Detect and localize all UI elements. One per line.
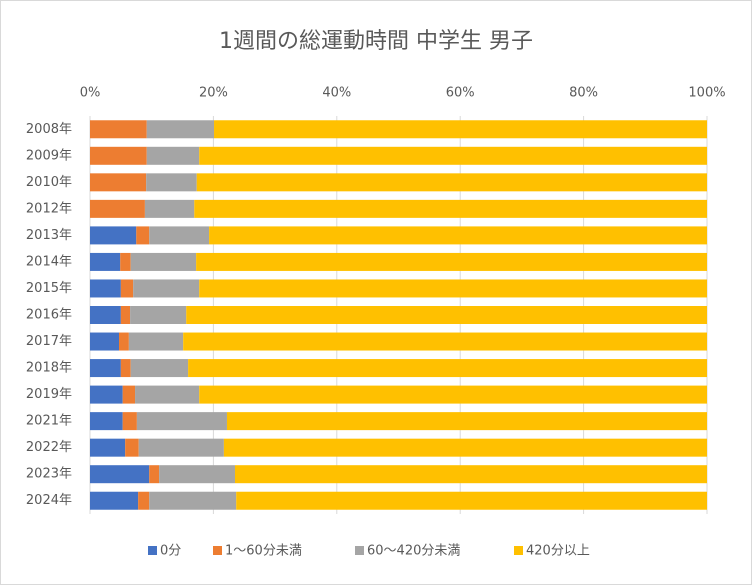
bar-segment bbox=[188, 359, 707, 378]
bar-segment bbox=[122, 412, 137, 431]
bar-segment bbox=[90, 412, 123, 431]
chart-title: 1週間の総運動時間 中学生 男子 bbox=[219, 29, 533, 54]
bar-segment bbox=[135, 385, 200, 404]
bar-segment bbox=[138, 438, 224, 457]
legend-swatch bbox=[148, 546, 157, 555]
y-tick-label: 2009年 bbox=[26, 148, 72, 163]
legend-label: 60～420分未満 bbox=[367, 544, 460, 559]
bar-segment bbox=[146, 173, 197, 192]
y-tick-label: 2012年 bbox=[26, 201, 72, 216]
bar-segment bbox=[120, 279, 134, 298]
y-tick-label: 2016年 bbox=[26, 308, 72, 323]
bar-segment bbox=[194, 199, 707, 218]
bar-segment bbox=[183, 332, 708, 351]
bar-segment bbox=[90, 199, 145, 218]
y-tick-label: 2014年 bbox=[26, 254, 72, 269]
bar-segment bbox=[146, 120, 215, 139]
bar-segment bbox=[138, 491, 150, 510]
legend-label: 420分以上 bbox=[526, 544, 590, 559]
bar-segment bbox=[128, 332, 184, 351]
bar-segment bbox=[90, 173, 147, 192]
y-tick-label: 2021年 bbox=[26, 414, 72, 429]
bar-segment bbox=[159, 465, 235, 484]
bar-segment bbox=[209, 226, 707, 245]
bar-segment bbox=[120, 306, 131, 324]
bar-segment bbox=[90, 306, 121, 324]
bar-segment bbox=[90, 438, 126, 457]
bar-segment bbox=[90, 146, 147, 165]
bar-segment bbox=[118, 332, 129, 351]
y-tick-label: 2017年 bbox=[26, 334, 72, 349]
bar-segment bbox=[186, 306, 707, 324]
bar-segment bbox=[234, 465, 707, 484]
y-tick-label: 2019年 bbox=[26, 387, 72, 402]
bar-segment bbox=[149, 226, 210, 245]
bar-segment bbox=[223, 438, 707, 457]
bar-segment bbox=[144, 199, 195, 218]
x-tick-label: 100% bbox=[688, 86, 725, 101]
y-tick-label: 2015年 bbox=[26, 281, 72, 296]
legend-label: 0分 bbox=[160, 544, 181, 559]
bar-segment bbox=[130, 359, 189, 378]
bar-segment bbox=[90, 385, 123, 404]
bar-segment bbox=[122, 385, 136, 404]
y-tick-label: 2010年 bbox=[26, 175, 72, 190]
y-tick-label: 2008年 bbox=[26, 122, 72, 137]
bar-segment bbox=[136, 412, 227, 431]
legend-swatch bbox=[213, 546, 222, 555]
bar-segment bbox=[236, 491, 707, 510]
x-tick-label: 20% bbox=[199, 86, 228, 101]
bar-segment bbox=[214, 120, 707, 139]
bar-segment bbox=[125, 438, 139, 457]
bar-segment bbox=[90, 226, 137, 245]
bar-segment bbox=[90, 491, 139, 510]
bar-segment bbox=[90, 252, 121, 271]
legend-swatch bbox=[514, 546, 523, 555]
bar-segment bbox=[199, 146, 708, 165]
legend-label: 1～60分未満 bbox=[225, 544, 302, 559]
bar-segment bbox=[90, 120, 147, 139]
x-tick-label: 80% bbox=[569, 86, 598, 101]
bar-segment bbox=[130, 252, 197, 271]
x-tick-label: 0% bbox=[80, 86, 101, 101]
y-tick-label: 2022年 bbox=[26, 440, 72, 455]
bar-segment bbox=[90, 332, 119, 351]
bar-segment bbox=[226, 412, 707, 431]
bar-segment bbox=[146, 146, 200, 165]
bar-segment bbox=[133, 279, 200, 298]
bar-segment bbox=[136, 226, 150, 245]
bar-segment bbox=[199, 385, 708, 404]
y-tick-label: 2013年 bbox=[26, 228, 72, 243]
bar-segment bbox=[149, 465, 160, 484]
y-tick-label: 2018年 bbox=[26, 361, 72, 376]
bar-segment bbox=[120, 359, 131, 378]
bar-segment bbox=[90, 465, 150, 484]
bar-segment bbox=[90, 279, 121, 298]
y-tick-label: 2024年 bbox=[26, 493, 72, 508]
bar-segment bbox=[196, 173, 707, 192]
bar-segment bbox=[196, 252, 707, 271]
bar-segment bbox=[90, 359, 121, 378]
x-tick-label: 60% bbox=[446, 86, 475, 101]
bar-segment bbox=[120, 252, 131, 271]
x-tick-label: 40% bbox=[322, 86, 351, 101]
y-tick-label: 2023年 bbox=[26, 467, 72, 482]
bar-segment bbox=[149, 491, 237, 510]
bar-segment bbox=[130, 306, 187, 324]
legend-swatch bbox=[355, 546, 364, 555]
bar-segment bbox=[199, 279, 708, 298]
